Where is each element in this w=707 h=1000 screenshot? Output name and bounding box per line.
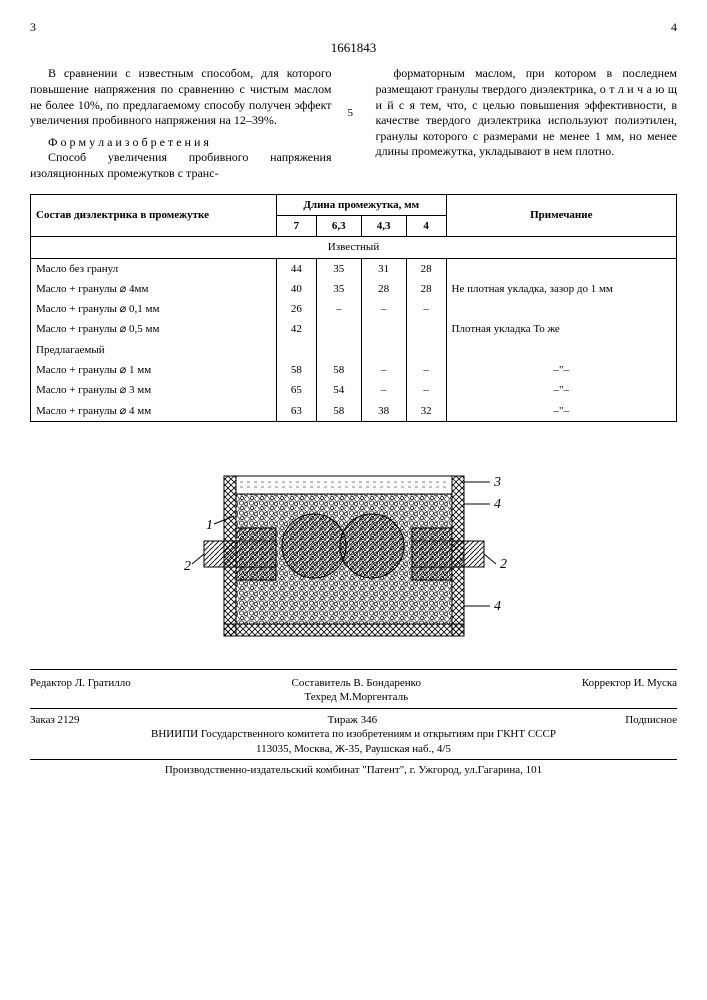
body-columns: В сравнении с известным способом, для ко… <box>30 66 677 181</box>
subscription: Подписное <box>625 713 677 727</box>
right-column: форматорным маслом, при котором в послед… <box>376 66 678 181</box>
th-composition: Состав диэлектрика в промежутке <box>31 194 277 237</box>
margin-line-5: 5 <box>348 66 360 181</box>
page-num-right: 4 <box>671 20 677 36</box>
svg-text:4: 4 <box>494 599 501 614</box>
page-num-left: 3 <box>30 20 36 36</box>
para-claim: форматорным маслом, при котором в послед… <box>376 66 678 160</box>
table-row: Предлагаемый <box>31 340 677 360</box>
table-row: Масло + гранулы ⌀ 1 мм 58 58 – – –"– <box>31 360 677 380</box>
th-note: Примечание <box>446 194 676 237</box>
left-column: В сравнении с известным способом, для ко… <box>30 66 332 181</box>
corrector: Корректор И. Муска <box>582 676 677 705</box>
order-num: Заказ 2129 <box>30 713 80 727</box>
producer-line: Производственно-издательский комбинат "П… <box>30 759 677 777</box>
section-known: Известный <box>31 237 677 258</box>
th-4: 4 <box>406 215 446 236</box>
tirage: Тираж 346 <box>328 713 378 727</box>
table-row: Масло + гранулы ⌀ 4 мм 63 58 38 32 –"– <box>31 401 677 422</box>
org-line: ВНИИПИ Государственного комитета по изоб… <box>30 727 677 741</box>
para-effect: В сравнении с известным способом, для ко… <box>30 66 332 128</box>
table-row: Масло без гранул 44 35 31 28 <box>31 258 677 279</box>
table-row: Масло + гранулы ⌀ 0,1 мм 26 – – – <box>31 299 677 319</box>
techred: Техред М.Моргенталь <box>304 691 408 703</box>
svg-text:2: 2 <box>500 557 507 572</box>
document-number: 1661843 <box>30 40 677 57</box>
th-43: 4,3 <box>361 215 406 236</box>
para-method: Способ увеличения пробивного напряжения … <box>30 150 332 181</box>
table-row: Масло + гранулы ⌀ 4мм 40 35 28 28 Не пло… <box>31 279 677 299</box>
th-7: 7 <box>276 215 316 236</box>
formula-title: Ф о р м у л а и з о б р е т е н и я <box>30 135 332 151</box>
svg-text:1: 1 <box>206 518 213 533</box>
svg-text:2: 2 <box>184 559 191 574</box>
svg-text:4: 4 <box>494 497 501 512</box>
compiler: Составитель В. Бондаренко <box>292 677 421 689</box>
footer-block: Редактор Л. Гратилло Составитель В. Бонд… <box>30 669 677 778</box>
th-gap-length: Длина промежутка, мм <box>276 194 446 215</box>
data-table: Состав диэлектрика в промежутке Длина пр… <box>30 194 677 422</box>
svg-text:3: 3 <box>493 475 501 490</box>
th-63: 6,3 <box>316 215 361 236</box>
addr-line: 113035, Москва, Ж-35, Раушская наб., 4/5 <box>30 742 677 756</box>
figure-diagram: 1 2 2 3 4 4 <box>30 446 677 651</box>
table-row: Масло + гранулы ⌀ 0,5 мм 42 Плотная укла… <box>31 319 677 339</box>
table-row: Масло + гранулы ⌀ 3 мм 65 54 – – –"– <box>31 380 677 400</box>
editor: Редактор Л. Гратилло <box>30 676 131 705</box>
